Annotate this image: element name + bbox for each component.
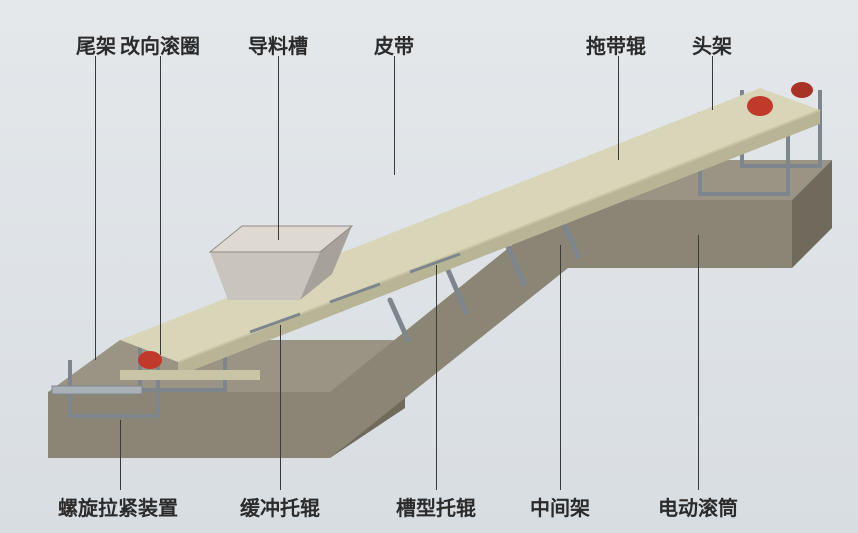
label-carrier-roller: 拖带辊 [586,30,646,59]
label-motor-drum: 电动滚筒 [658,492,738,521]
label-tail-frame: 尾架 [76,30,116,59]
leader-guide-chute [278,56,279,240]
label-guide-chute: 导料槽 [248,30,308,59]
leader-tail-frame [95,56,96,360]
label-belt: 皮带 [374,30,414,59]
spiral-tensioner [52,386,142,394]
leader-carrier-roller [618,56,619,160]
motor-drum-roller-back [791,82,813,98]
label-middle-frame: 中间架 [530,492,590,521]
label-spiral-tensioner: 螺旋拉紧装置 [58,492,178,521]
label-impact-idler: 缓冲托辊 [240,492,320,521]
leader-motor-drum [698,235,699,490]
label-bend-pulley: 改向滚圈 [120,30,200,59]
conveyor-scene [0,0,858,533]
leader-impact-idler [280,325,281,490]
label-head-frame: 头架 [692,30,732,59]
leader-bend-pulley [160,56,161,355]
label-trough-idler: 槽型托辊 [396,492,476,521]
lower-base-front [48,392,330,458]
leader-belt [394,56,395,175]
leader-head-frame [712,56,713,110]
leader-spiral-tensioner [120,420,121,490]
belt-return [120,370,260,380]
leader-trough-idler [436,265,437,490]
motor-drum-roller [747,96,773,116]
leader-middle-frame [560,245,561,490]
upper-base-front [568,200,792,268]
bend-pulley-roller [138,351,162,369]
